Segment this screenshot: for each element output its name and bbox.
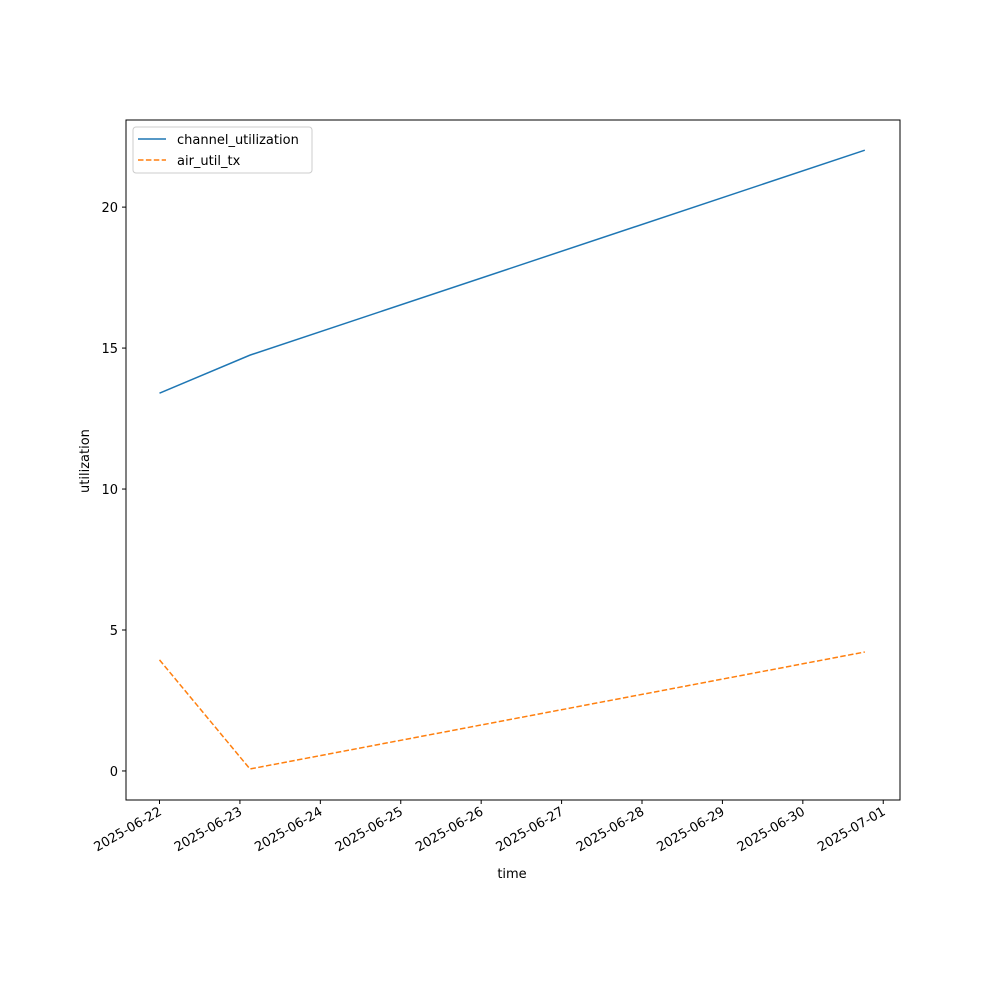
y-axis-label: utilization — [78, 429, 93, 493]
x-axis-label: time — [497, 867, 526, 882]
x-tick-label: 2025-06-22 — [92, 804, 165, 855]
y-tick-label: 0 — [110, 765, 118, 780]
x-tick-label: 2025-06-28 — [574, 804, 647, 855]
y-tick-label: 15 — [101, 342, 118, 357]
legend-box — [132, 126, 313, 174]
x-tick-label: 2025-06-26 — [413, 804, 486, 855]
series-line — [158, 651, 865, 770]
y-tick-label: 5 — [110, 624, 118, 639]
legend: channel_utilization air_util_tx — [132, 126, 313, 174]
x-tick-label: 2025-06-24 — [252, 804, 325, 855]
x-tick-label: 2025-07-01 — [815, 804, 888, 855]
x-tick-label: 2025-06-27 — [494, 804, 567, 855]
x-tick-label: 2025-06-23 — [172, 804, 245, 855]
y-tick-label: 10 — [101, 483, 118, 498]
x-tick-label: 2025-06-29 — [654, 804, 727, 855]
legend-label: channel_utilization — [177, 133, 299, 148]
x-tick-label: 2025-06-30 — [735, 804, 808, 855]
plot-frame — [125, 119, 901, 801]
legend-label: air_util_tx — [177, 154, 241, 169]
y-tick-label: 20 — [101, 201, 118, 216]
series-line — [159, 149, 866, 394]
x-tick-label: 2025-06-25 — [333, 804, 406, 855]
